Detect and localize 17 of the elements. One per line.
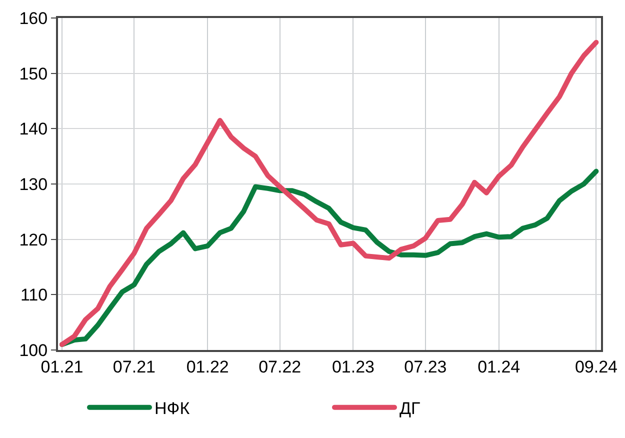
legend-label: НФК <box>154 399 190 418</box>
y-tick-label: 100 <box>19 340 48 360</box>
x-tick-label: 07.23 <box>404 357 447 376</box>
y-tick-label: 120 <box>19 230 48 250</box>
x-tick-label: 01.24 <box>478 357 520 376</box>
x-tick-label: 07.21 <box>112 357 156 376</box>
y-tick-label: 140 <box>19 120 48 139</box>
x-tick-label: 09.24 <box>574 357 618 376</box>
y-tick-label: 130 <box>19 174 48 194</box>
x-tick-label: 01.23 <box>332 357 375 376</box>
x-tick-label: 01.22 <box>186 357 229 376</box>
x-tick-label: 01.21 <box>40 357 84 376</box>
legend-label: ДГ <box>400 399 420 418</box>
y-tick-label: 160 <box>19 8 48 28</box>
y-tick-label: 110 <box>20 286 48 305</box>
x-tick-label: 07.22 <box>258 357 302 376</box>
y-tick-label: 150 <box>19 64 48 84</box>
